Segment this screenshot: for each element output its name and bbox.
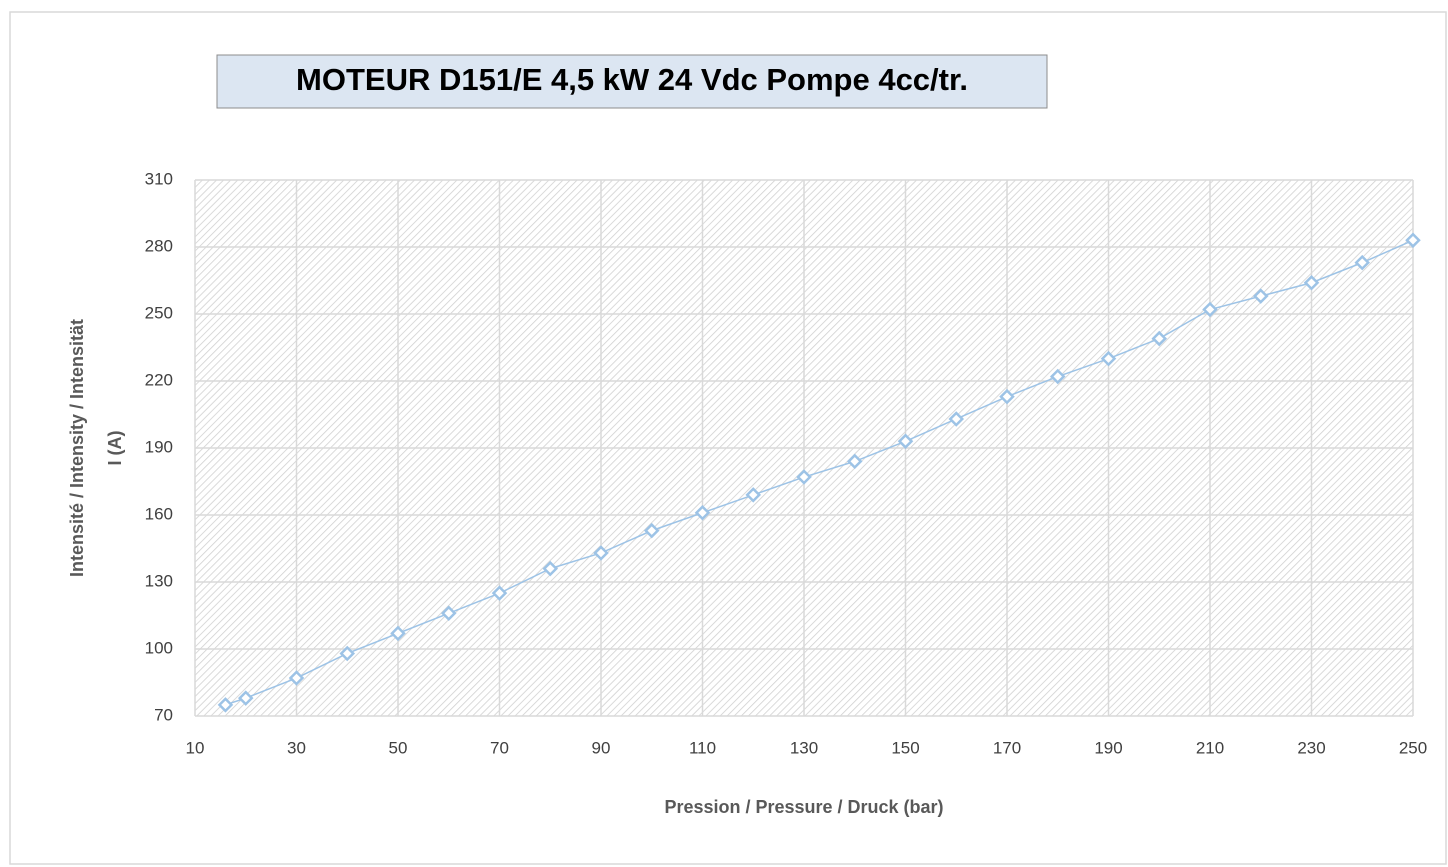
x-tick-label: 70: [490, 738, 509, 757]
x-tick-label: 130: [790, 738, 818, 757]
y-tick-label: 190: [145, 437, 173, 456]
y-tick-label: 130: [145, 571, 173, 590]
x-tick-label: 250: [1399, 738, 1427, 757]
data-point: [1354, 254, 1371, 271]
data-point: [1252, 288, 1269, 304]
data-point: [745, 487, 762, 503]
title-box: [216, 54, 1048, 109]
data-point: [897, 433, 914, 450]
data-point: [1049, 368, 1066, 385]
x-tick-label: 190: [1094, 738, 1122, 757]
data-point: [1303, 274, 1320, 291]
data-point: [593, 545, 609, 561]
data-point: [846, 453, 863, 470]
y-tick-label: 220: [145, 370, 173, 389]
data-point: [217, 697, 234, 713]
x-tick-label: 230: [1297, 738, 1325, 757]
data-point: [948, 411, 965, 427]
y-tick-label: 310: [145, 169, 173, 188]
data-point: [440, 605, 457, 622]
data-point: [1100, 350, 1117, 367]
x-tick-label: 210: [1196, 738, 1224, 757]
x-axis-label: Pression / Pressure / Druck (bar): [664, 797, 943, 817]
y-tick-label: 100: [145, 638, 173, 657]
x-tick-label: 50: [389, 738, 408, 757]
data-point: [491, 585, 508, 601]
x-tick-label: 150: [891, 738, 919, 757]
data-point: [542, 560, 559, 577]
y-tick-label: 160: [145, 504, 173, 523]
x-tick-label: 90: [592, 738, 611, 757]
data-point: [339, 645, 356, 662]
data-point: [643, 522, 660, 539]
data-point: [1151, 330, 1168, 347]
data-point: [1405, 232, 1421, 249]
y-axis-label: I (A): [105, 431, 125, 466]
x-tick-label: 110: [689, 738, 716, 757]
data-point: [237, 690, 254, 706]
x-tick-label: 10: [186, 738, 205, 757]
data-point: [288, 670, 305, 686]
y-tick-label: 70: [154, 705, 173, 724]
x-tick-label: 170: [993, 738, 1021, 757]
data-point: [1202, 301, 1218, 318]
data-point: [694, 504, 711, 521]
y-axis-label: Intensité / Intensity / Intensität: [67, 319, 87, 577]
chart-title: MOTEUR D151/E 4,5 kW 24 Vdc Pompe 4cc/tr…: [296, 62, 968, 97]
y-tick-label: 250: [145, 303, 173, 322]
data-point: [390, 625, 406, 642]
x-tick-label: 30: [287, 738, 306, 757]
y-tick-label: 280: [145, 236, 173, 255]
data-point: [999, 388, 1015, 405]
data-point: [796, 469, 812, 485]
